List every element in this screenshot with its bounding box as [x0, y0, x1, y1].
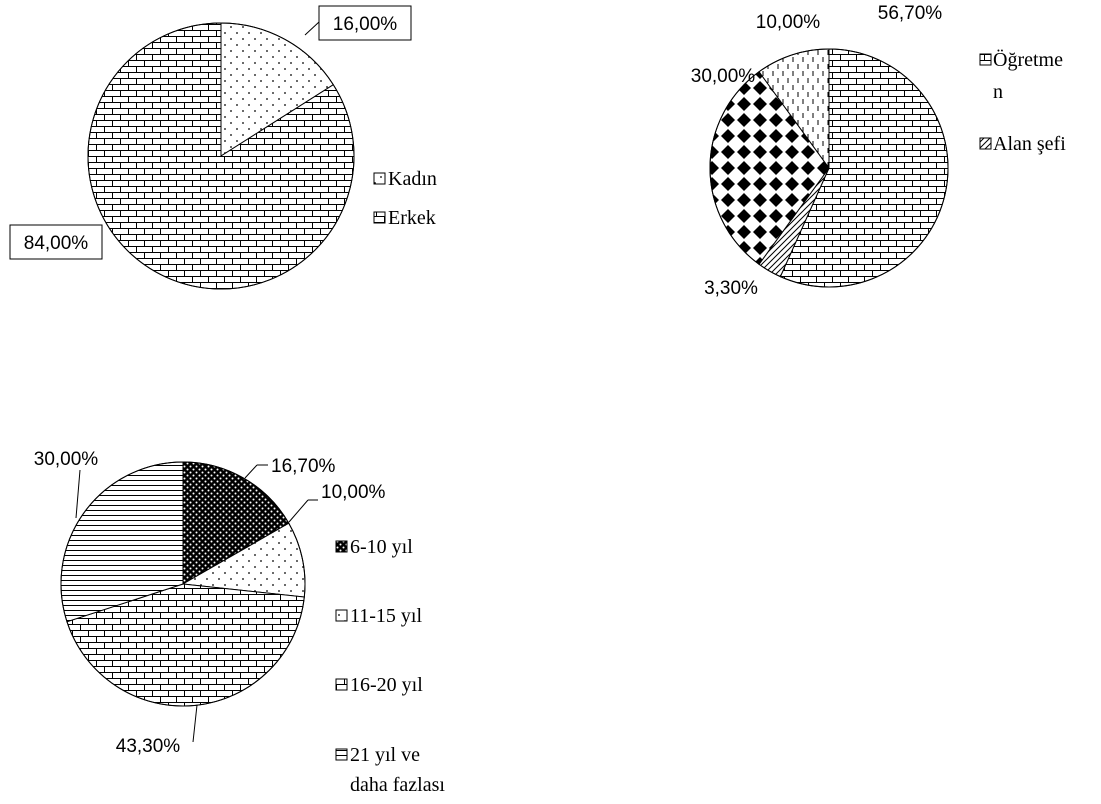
legend-label-line: daha fazlası — [350, 774, 445, 796]
legend-swatch-alan-sefi — [979, 137, 992, 150]
label-leader-line — [75, 469, 81, 519]
legend-swatch-21-plus — [335, 748, 348, 761]
slice-value-label-56-70: 56,70% — [878, 3, 943, 24]
slice-value-label-erkek: 84,00% — [24, 233, 89, 254]
slice-value-label-11-15: 10,00% — [321, 482, 386, 503]
experience-pie-chart: 16,70% 10,00% 43,30% 30,00% 6-10 yıl 11-… — [34, 449, 446, 796]
position-pie-chart: 56,70% 3,30% 30,00% 10,00% Öğretme n Ala… — [691, 3, 1068, 299]
legend-swatch-ogretmen — [979, 53, 992, 66]
label-leader-line — [192, 704, 198, 743]
pie-outline — [87, 22, 355, 290]
legend-swatch-kadin — [373, 172, 386, 185]
legend-swatch-6-10 — [335, 540, 348, 553]
pie-slices — [60, 461, 306, 707]
legend-swatch-erkek — [373, 211, 386, 224]
legend-label-line: n — [993, 81, 1003, 103]
legend-label-11-15: 11-15 yıl — [350, 605, 422, 627]
legend: Kadın Erkek — [373, 168, 437, 229]
legend: 6-10 yıl 11-15 yıl 16-20 yıl 21 yıl ve d… — [335, 536, 445, 796]
pie-slices — [709, 48, 949, 288]
slice-value-label-6-10: 16,70% — [271, 456, 336, 477]
pie-slices — [87, 22, 355, 290]
legend-label-ogretmen: Öğretme n — [993, 48, 1068, 103]
legend-label-21-plus: 21 yıl ve daha fazlası — [350, 744, 445, 796]
label-leader-line — [244, 464, 258, 479]
legend: Öğretme n Alan şefi — [979, 48, 1068, 155]
slice-value-label-21-plus: 30,00% — [34, 449, 99, 470]
slice-value-label-kadin: 16,00% — [333, 14, 398, 35]
label-leader-line — [304, 21, 320, 36]
legend-swatch-16-20 — [335, 678, 348, 691]
legend-label-16-20: 16-20 yıl — [350, 674, 423, 696]
slice-value-label-16-20: 43,30% — [116, 736, 181, 757]
slice-value-label-10-00: 10,00% — [756, 12, 821, 33]
legend-swatch-11-15 — [335, 609, 348, 622]
slice-value-label-30-00: 30,00% — [691, 66, 756, 87]
legend-label-alan-sefi: Alan şefi — [993, 133, 1066, 155]
value-label-box — [318, 5, 412, 41]
legend-label-line: 21 yıl ve — [350, 744, 420, 766]
legend-label-line: Öğretme — [993, 48, 1063, 71]
label-leader-line — [288, 499, 309, 523]
pie-outline — [60, 461, 306, 707]
value-label-box — [9, 224, 103, 260]
gender-pie-chart: 16,00% 84,00% Kadın Erkek — [9, 5, 437, 290]
legend-label-kadin: Kadın — [388, 168, 437, 190]
slice-value-label-3-30: 3,30% — [704, 278, 758, 299]
legend-label-6-10: 6-10 yıl — [350, 536, 413, 558]
legend-label-erkek: Erkek — [388, 207, 436, 229]
pie-outline — [709, 48, 949, 288]
